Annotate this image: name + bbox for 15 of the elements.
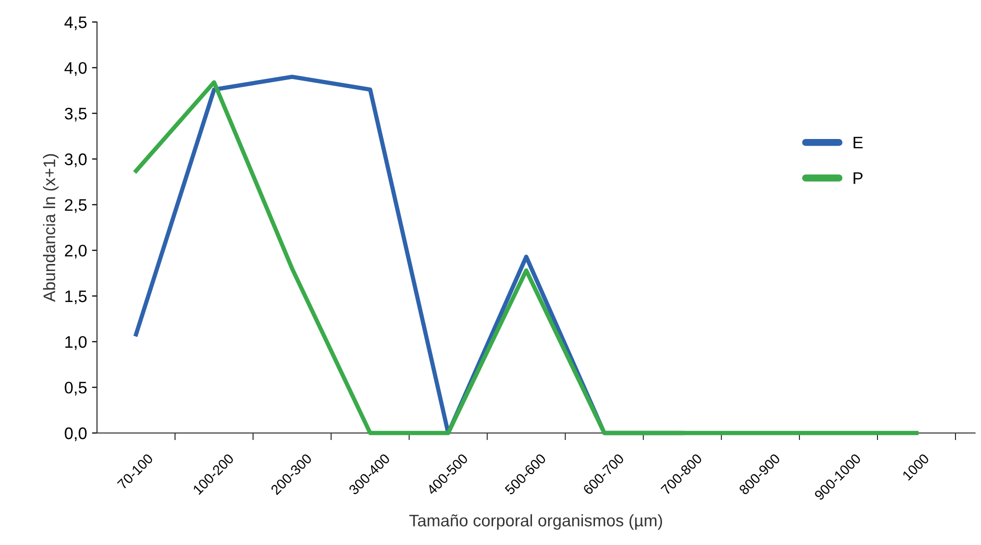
y-tick-label: 3,0 [64,153,87,168]
y-tick-label: 2,0 [64,244,87,259]
y-tick-label: 4,0 [64,62,87,76]
y-tick-label: 0,0 [64,427,87,442]
y-tick-label: 1,5 [65,290,87,304]
y-tick-label: 2,5 [64,199,87,213]
y-axis-title: Abundancia ln (x+1) [43,154,59,302]
y-tick-label: 1,0 [65,336,87,350]
y-tick-label: 4,5 [64,16,87,30]
legend-label: E [854,136,863,148]
x-axis-title: Tamaño corporal organismos (µm) [409,514,662,530]
legend-label: P [854,172,863,184]
y-tick-label: 0,5 [64,382,87,396]
line-series [134,80,919,436]
y-tick-label: 3,5 [64,108,87,122]
